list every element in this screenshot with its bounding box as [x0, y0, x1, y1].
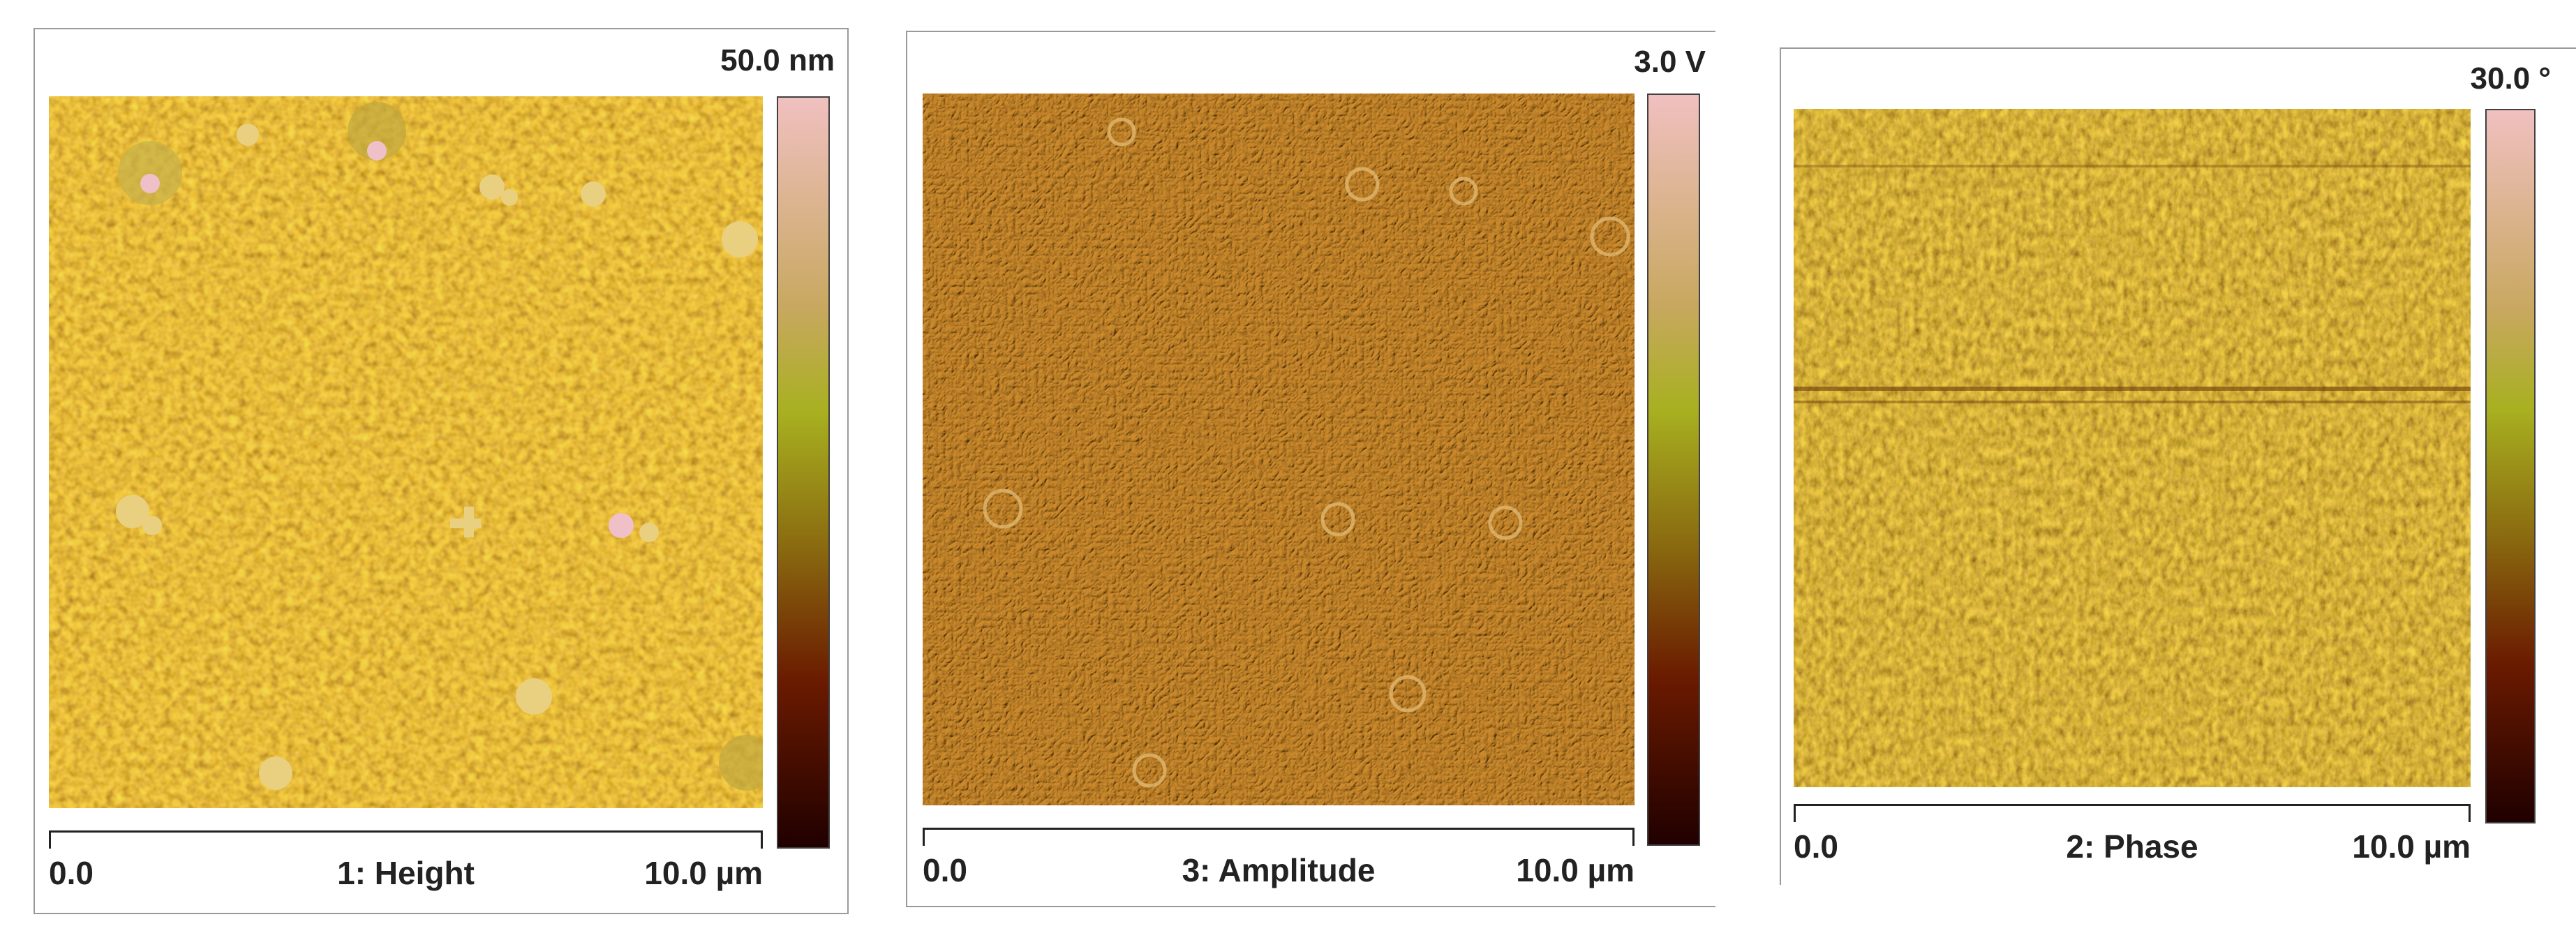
amplitude-x-axis: 0.0 3: Amplitude 10.0 µm	[923, 828, 1635, 897]
axis-tick-start	[1794, 804, 1796, 822]
axis-line	[1794, 804, 2471, 806]
axis-tick-start	[49, 830, 51, 849]
axis-tick-end	[761, 830, 763, 849]
phase-scan-image	[1794, 109, 2471, 787]
axis-tick-end	[1632, 828, 1635, 846]
amplitude-scale-max-label: 3.0 V	[1634, 45, 1706, 79]
height-x-axis: 0.0 1: Height 10.0 µm	[49, 830, 763, 900]
height-axis-end-label: 10.0 µm	[644, 855, 763, 891]
height-axis-start-label: 0.0	[49, 855, 94, 891]
height-channel-label: 1: Height	[337, 855, 475, 891]
amplitude-panel: 3.0 V 0.0 3: Amplitude 10.0 µm	[906, 31, 1715, 907]
phase-channel-label: 2: Phase	[2066, 828, 2198, 865]
amplitude-scan-image	[923, 94, 1635, 805]
phase-panel: 30.0 ° 0.0 2: Phase 10.0 µm	[1780, 47, 2576, 885]
height-panel: 50.0 nm 0.0 1: Height 10.0 µm	[33, 28, 849, 914]
axis-tick-end	[2469, 804, 2471, 822]
amplitude-axis-start-label: 0.0	[923, 852, 967, 888]
amplitude-color-scale-bar	[1647, 94, 1700, 846]
phase-color-scale-bar	[2485, 109, 2536, 823]
amplitude-surface-features	[983, 117, 1630, 788]
height-color-scale-bar	[777, 96, 830, 849]
phase-axis-end-label: 10.0 µm	[2352, 828, 2471, 865]
axis-line	[923, 828, 1635, 830]
amplitude-axis-end-label: 10.0 µm	[1516, 852, 1635, 888]
height-scan-image	[49, 96, 763, 808]
phase-scale-max-label: 30.0 °	[2470, 61, 2551, 96]
height-scale-max-label: 50.0 nm	[720, 43, 835, 77]
axis-line	[49, 830, 763, 833]
height-surface-particles	[116, 102, 763, 791]
phase-scan-line-artifacts	[1794, 165, 2471, 403]
amplitude-channel-label: 3: Amplitude	[1182, 852, 1376, 888]
phase-x-axis: 0.0 2: Phase 10.0 µm	[1794, 804, 2471, 874]
axis-tick-start	[923, 828, 925, 846]
phase-axis-start-label: 0.0	[1794, 828, 1838, 865]
